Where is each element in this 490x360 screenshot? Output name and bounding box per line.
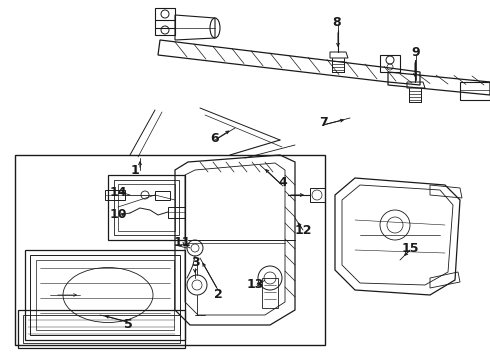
Text: 8: 8 — [333, 15, 342, 28]
Text: 11: 11 — [173, 235, 191, 248]
Text: 9: 9 — [412, 45, 420, 58]
Text: 5: 5 — [123, 319, 132, 332]
Text: 7: 7 — [318, 116, 327, 129]
Text: 10: 10 — [109, 208, 127, 221]
Text: 14: 14 — [109, 185, 127, 198]
Text: 2: 2 — [214, 288, 222, 302]
Bar — [15, 155, 325, 345]
Text: 12: 12 — [294, 224, 312, 237]
Text: 3: 3 — [191, 256, 199, 269]
Text: 15: 15 — [401, 242, 419, 255]
Text: 6: 6 — [211, 131, 220, 144]
Text: 13: 13 — [246, 279, 264, 292]
Text: 1: 1 — [131, 163, 139, 176]
Text: 4: 4 — [279, 175, 287, 189]
